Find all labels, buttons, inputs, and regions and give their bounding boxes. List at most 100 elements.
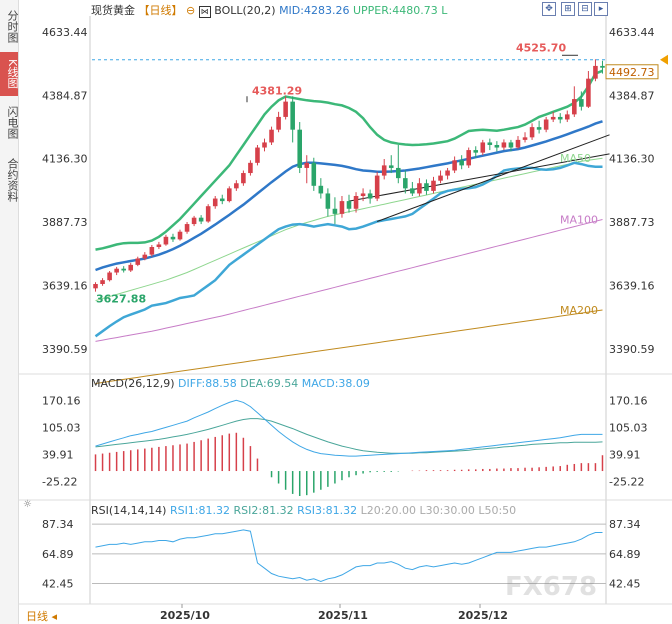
candle-body (536, 127, 542, 130)
candle-body (431, 180, 436, 191)
candle-body (170, 236, 176, 240)
candle-body (142, 254, 148, 259)
dropdown-icon: ◂ (51, 610, 58, 623)
macd-value: MACD:38.09 (301, 377, 370, 390)
upper-value: UPPER:4480.73 (352, 4, 438, 17)
candle-body (283, 101, 288, 117)
main-y-tick-left: 4136.30 (42, 153, 88, 166)
candle-body (184, 224, 190, 232)
main-y-tick-left: 4633.44 (42, 26, 88, 39)
macd-dea: DEA:69.54 (240, 377, 299, 390)
candle-body (304, 162, 310, 168)
candle-body (156, 244, 162, 248)
candle-body (374, 175, 380, 199)
x-axis-label: 2025/11 (318, 609, 368, 622)
candle-body (466, 150, 471, 166)
candle-body (600, 65, 605, 68)
candle-body (459, 160, 464, 166)
candle-body (332, 208, 338, 214)
annotation-low-1: 3627.88 (96, 292, 146, 305)
rsi-l20: L20:20.00 (360, 504, 416, 517)
macd-dea-line (95, 418, 603, 454)
rsi-settings-icon[interactable]: ☼ (23, 499, 32, 510)
current-price-marker (660, 54, 668, 65)
tab-timeshare[interactable]: 分时图 (6, 9, 19, 43)
candle-body (219, 198, 225, 202)
x-axis-label: 2025/12 (458, 609, 508, 622)
candle-body (480, 142, 486, 153)
candle-body (149, 247, 155, 255)
ma-label: MA50 (560, 152, 591, 165)
macd-y-tick-left: -25.22 (42, 476, 77, 489)
rsi1: RSI1:81.32 (169, 504, 231, 517)
macd-y-tick-left: 39.91 (42, 448, 74, 461)
candle-body (100, 280, 105, 284)
move-icon[interactable]: ✥ (542, 2, 556, 16)
main-y-tick-left: 3639.16 (42, 279, 88, 292)
instrument-name: 现货黄金 (91, 4, 135, 17)
candle-body (522, 137, 528, 140)
scroll-right-icon[interactable]: ▸ (594, 2, 608, 16)
side-tab-bar: 分时图 K线图 闪电图 合约资料 (0, 0, 19, 624)
rsi-line (95, 529, 603, 583)
candle-body (114, 268, 119, 273)
candle-body (107, 272, 112, 281)
macd-y-tick-right: 39.91 (609, 448, 641, 461)
macd-y-tick-right: -25.22 (609, 476, 644, 489)
candle-body (212, 198, 218, 207)
annotation-high-1: 4381.29 (252, 84, 302, 97)
macd-y-tick-right: 105.03 (609, 421, 648, 434)
candle-body (177, 231, 183, 240)
watermark: FX678 (505, 572, 598, 602)
settings-icon[interactable]: ⊖ (186, 4, 196, 17)
candle-body (248, 162, 253, 174)
candle-body (487, 142, 493, 145)
candle-body (445, 170, 450, 176)
rsi-y-tick-left: 42.45 (42, 578, 74, 591)
main-y-tick-left: 4384.87 (42, 89, 88, 102)
candle-body (276, 116, 281, 130)
candle-body (241, 173, 246, 184)
macd-y-tick-left: 105.03 (42, 421, 81, 434)
ma100-line (95, 219, 603, 342)
main-y-tick-right: 4384.87 (609, 89, 655, 102)
tab-kline[interactable]: K线图 (0, 52, 19, 96)
rsi2: RSI2:81.32 (233, 504, 294, 517)
candle-body (529, 127, 535, 138)
mid-value: MID:4283.26 (279, 4, 350, 17)
candle-body (557, 116, 563, 120)
zoom-in-icon[interactable]: ⊞ (561, 2, 575, 16)
candle-body (269, 129, 274, 143)
main-y-tick-right: 4633.44 (609, 26, 655, 39)
period-tag[interactable]: 【日线】 (138, 4, 183, 17)
candle-body (494, 144, 500, 148)
candle-body (515, 139, 521, 148)
candle-body (438, 175, 443, 181)
macd-dif-line (95, 399, 603, 457)
zoom-out-icon[interactable]: ⊟ (578, 2, 592, 16)
candle-body (297, 129, 303, 168)
candle-body (93, 284, 98, 289)
boll-icon[interactable]: ⋈ (198, 6, 211, 18)
main-y-tick-left: 3887.73 (42, 216, 88, 229)
candle-body (128, 264, 134, 271)
rsi-y-tick-right: 64.89 (609, 548, 641, 561)
candle-body (452, 160, 457, 171)
candle-body (572, 99, 577, 115)
main-header: 现货黄金 【日线】 ⊖ ⋈ BOLL(20,2) MID:4283.26 UPP… (91, 2, 447, 18)
macd-y-tick-right: 170.16 (609, 394, 648, 407)
candle-body (318, 185, 324, 194)
rsi-y-tick-right: 42.45 (609, 578, 641, 591)
candle-body (417, 183, 422, 194)
rsi-l30: L30:30.00 (419, 504, 475, 517)
tab-flash[interactable]: 闪电图 (6, 105, 19, 139)
candle-body (191, 217, 197, 225)
boll-label: BOLL(20,2) (214, 4, 276, 17)
trendline (376, 134, 610, 222)
macd-y-tick-left: 170.16 (42, 394, 81, 407)
candle-body (508, 142, 514, 148)
rsi3: RSI3:81.32 (297, 504, 358, 517)
bottom-period-tab[interactable]: 日线 ◂ (26, 610, 58, 623)
tab-contract-info[interactable]: 合约资料 (6, 158, 19, 202)
